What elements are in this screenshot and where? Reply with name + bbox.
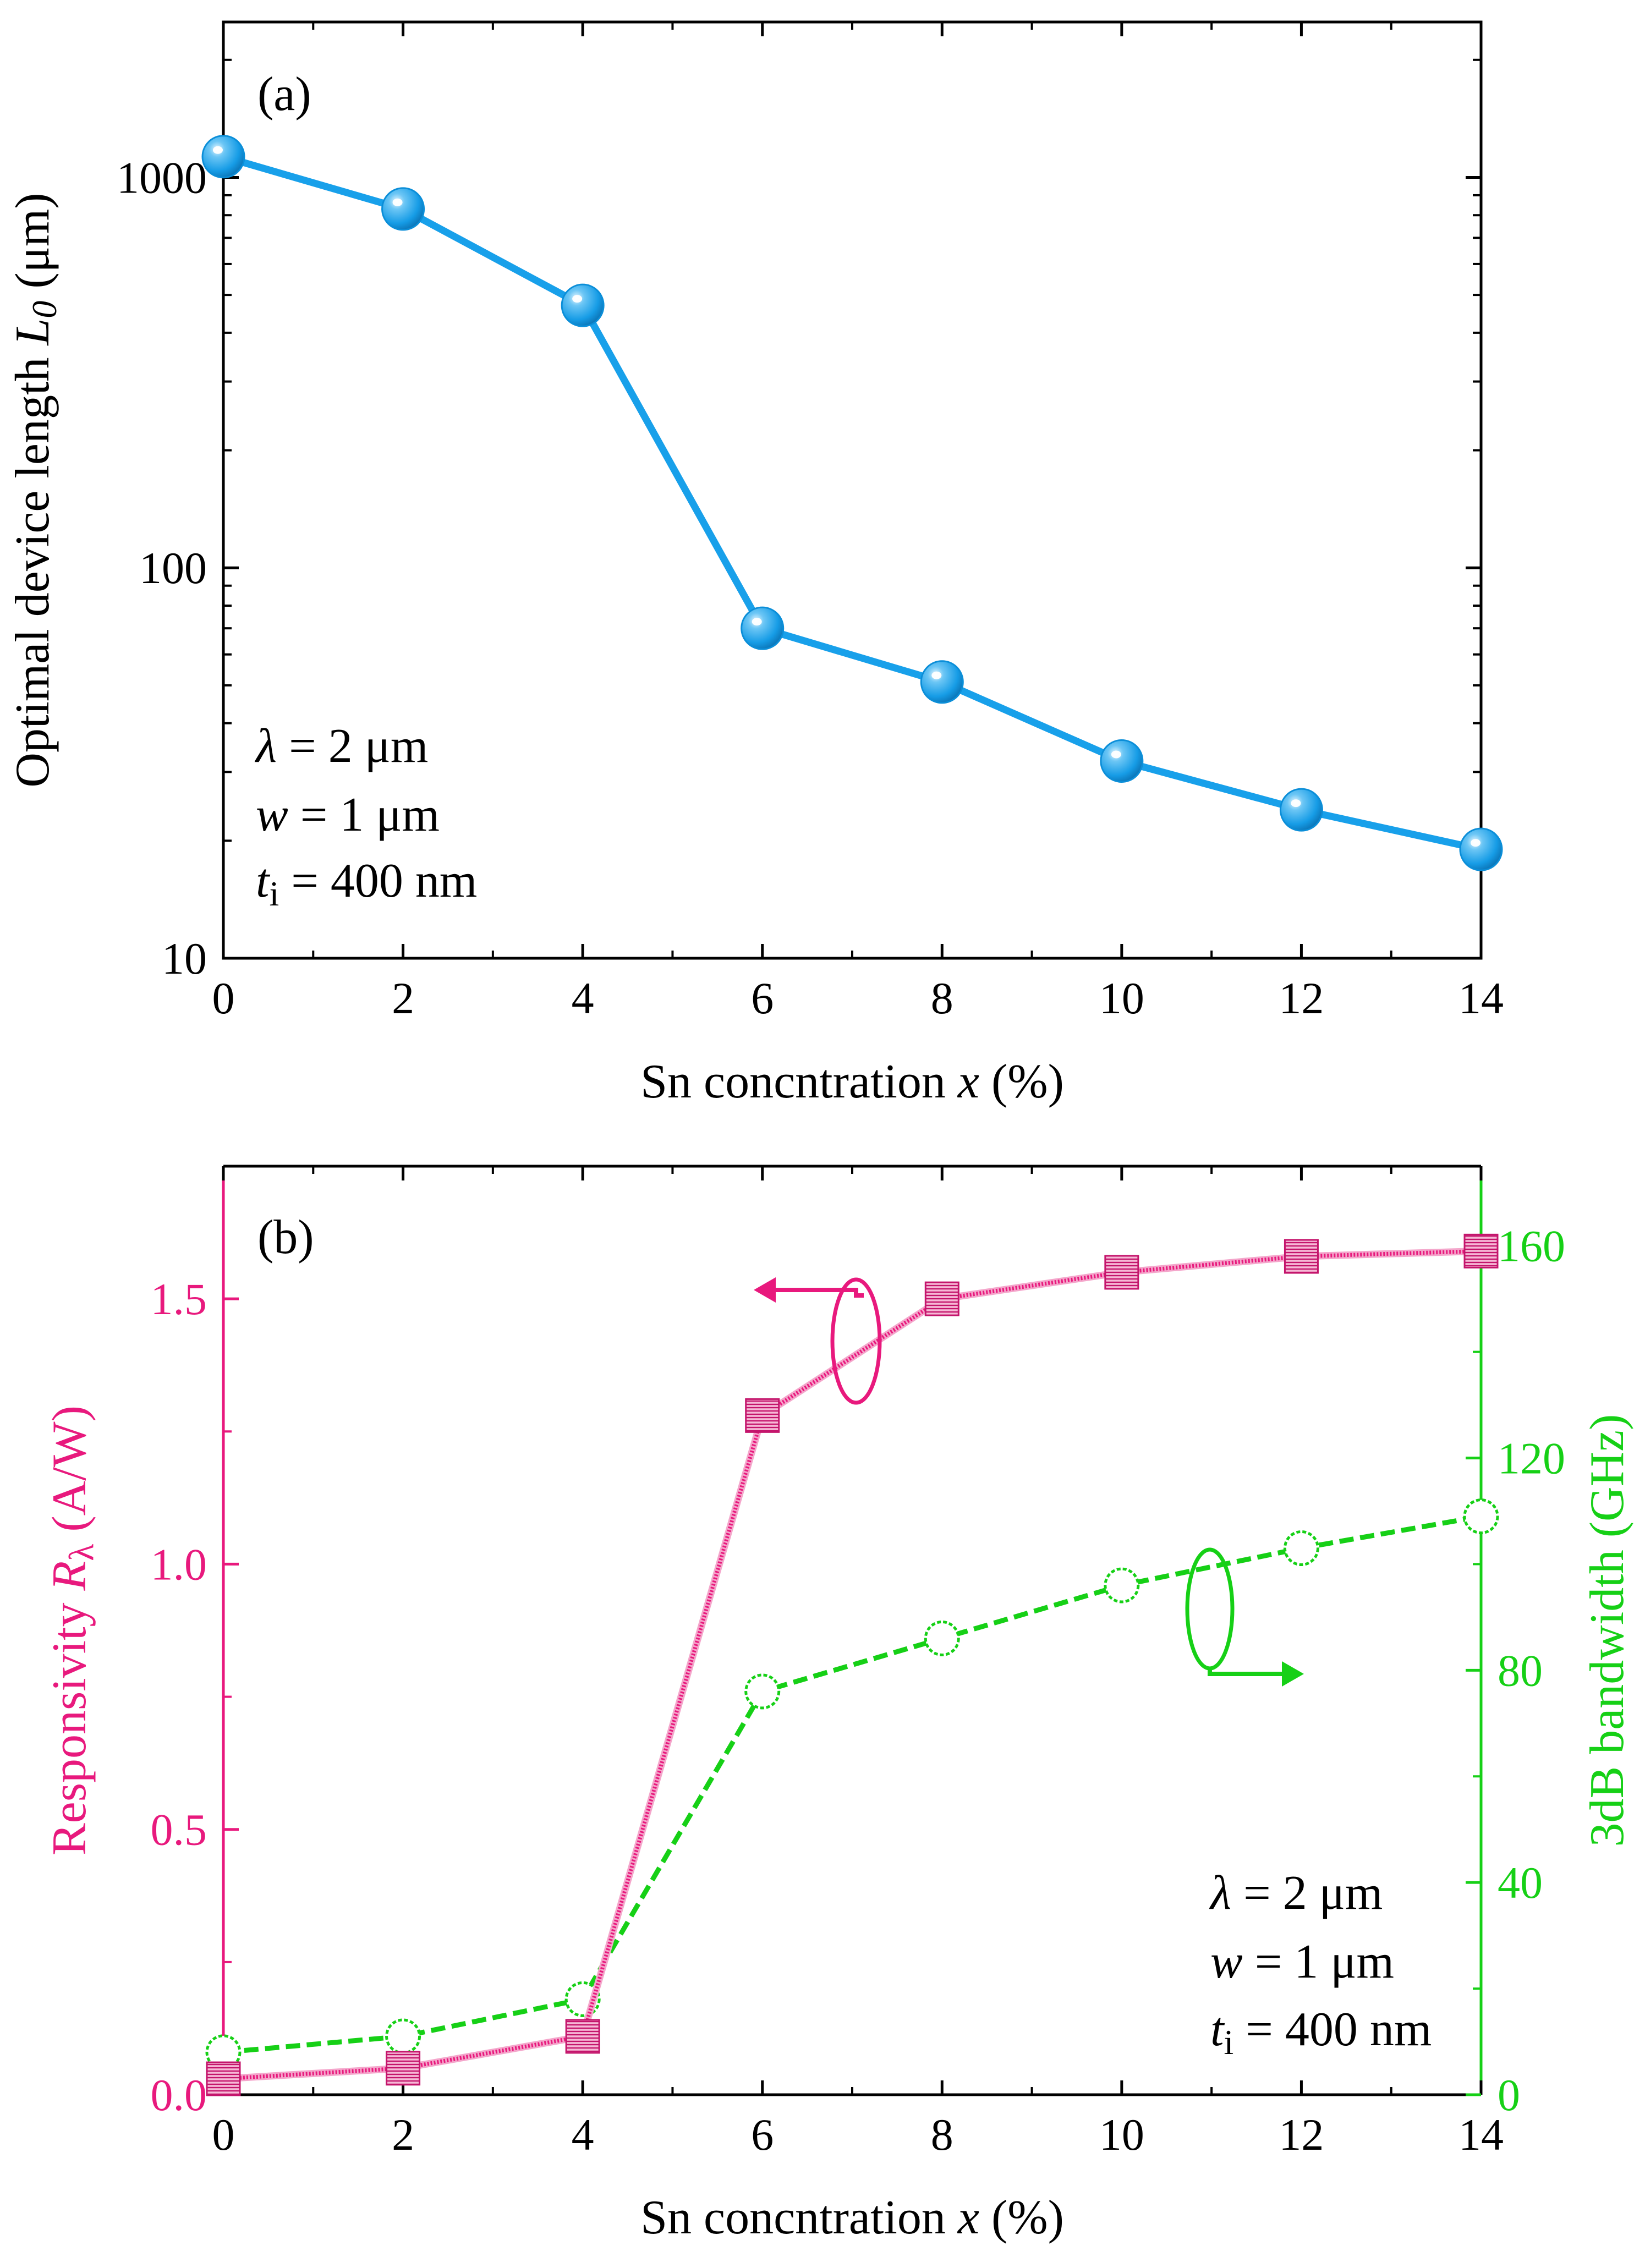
panel-a-y-axis-label: Optimal device length L0 (μm): [6, 193, 64, 787]
panel-b-left-ticks: 0.0 0.5 1.0 1.5: [151, 1274, 239, 2120]
data-point-highlight: [1471, 839, 1480, 847]
panel-b-series: [205, 1233, 1499, 2096]
x-tick-label: 6: [751, 2110, 774, 2160]
data-point-sphere: [920, 660, 964, 704]
data-point-highlight: [1291, 799, 1301, 808]
x-tick-label: 4: [572, 973, 594, 1023]
panel-a-annotation-thickness: ti = 400 nm: [256, 854, 477, 913]
data-point-responsivity: [565, 2019, 600, 2054]
left-y-tick-label: 0.0: [151, 2070, 207, 2120]
data-point-bandwidth: [385, 2018, 421, 2055]
data-point-sphere: [201, 135, 245, 179]
data-point-responsivity: [386, 2051, 421, 2086]
data-point-sphere: [1100, 739, 1144, 783]
panel-a: 0 2 4 6 8 10 12 14 10 100 1000 (a) Sn concntratio…: [6, 20, 1504, 1108]
x-tick-label: 8: [931, 973, 953, 1023]
data-point-bandwidth: [1104, 1567, 1140, 1603]
data-point-bandwidth: [924, 1620, 960, 1656]
left-y-tick-label: 1.5: [151, 1274, 207, 1324]
left-y-tick-label: 1.0: [151, 1539, 207, 1589]
series-line-bandwidth: [223, 1514, 1482, 2055]
data-point-highlight: [1111, 750, 1121, 759]
right-y-tick-label: 160: [1498, 1221, 1565, 1271]
x-tick-label: 2: [392, 973, 414, 1023]
right-y-tick-label: 40: [1498, 1858, 1543, 1908]
responsivity-arrow-line: [770, 1288, 864, 1298]
responsivity-axis-indicator: [754, 1277, 882, 1405]
panel-a-series: [201, 135, 1503, 871]
panel-a-x-ticks: 0 2 4 6 8 10 12 14: [212, 22, 1504, 1023]
panel-b-annotation-width: w = 1 μm: [1210, 1935, 1394, 1989]
panel-b: 0 2 4 6 8 10 12 14 0.0 0.5 1.0 1.5 0 40 80 120 160 (b)…: [43, 1165, 1634, 2244]
panel-b-label: (b): [257, 1211, 314, 1264]
x-tick-label: 12: [1279, 973, 1324, 1023]
x-tick-label: 0: [212, 973, 235, 1023]
x-tick-label: 2: [392, 2110, 414, 2160]
panel-b-right-axis-label: 3dB bandwidth (GHz): [1581, 1414, 1634, 1847]
right-y-tick-label: 0: [1498, 2070, 1520, 2120]
right-y-tick-label: 80: [1498, 1645, 1543, 1695]
data-point-bandwidth: [1283, 1530, 1319, 1566]
panel-a-y-ticks: 10 100 1000: [117, 58, 1481, 984]
data-point-sphere: [741, 606, 785, 650]
x-tick-label: 10: [1099, 973, 1144, 1023]
panel-a-annotation-width: w = 1 μm: [256, 788, 440, 842]
x-tick-label: 12: [1279, 2110, 1324, 2160]
bandwidth-arrow-line: [1208, 1668, 1285, 1676]
data-point-highlight: [213, 146, 223, 154]
data-point-bandwidth: [1463, 1498, 1499, 1535]
data-point-sphere: [381, 187, 425, 231]
panel-a-annotation: λ = 2 μm w = 1 μm ti = 400 nm: [254, 720, 477, 913]
y-tick-label: 10: [162, 933, 207, 984]
bandwidth-axis-indicator: [1185, 1547, 1304, 1687]
responsivity-ellipse: [830, 1277, 882, 1405]
data-point-bandwidth: [744, 1673, 781, 1710]
data-point-highlight: [392, 198, 403, 206]
y-tick-label: 100: [139, 543, 207, 593]
data-point-responsivity: [924, 1281, 959, 1316]
data-point-responsivity: [745, 1398, 780, 1433]
responsivity-arrow-head-icon: [754, 1277, 776, 1303]
data-point-highlight: [572, 295, 583, 303]
data-point-responsivity: [206, 2061, 241, 2096]
panel-b-right-ticks: 0 40 80 120 160: [1466, 1221, 1565, 2120]
x-tick-label: 0: [212, 2110, 235, 2160]
panel-b-annotation-wavelength: λ = 2 μm: [1209, 1866, 1383, 1920]
panel-a-x-axis-label: Sn concntration x (%): [640, 1055, 1064, 1108]
data-point-highlight: [931, 671, 942, 679]
panel-b-annotation-thickness: ti = 400 nm: [1210, 2003, 1432, 2062]
left-y-tick-label: 0.5: [151, 1805, 207, 1855]
x-tick-label: 8: [931, 2110, 953, 2160]
data-point-responsivity: [1104, 1255, 1139, 1290]
data-point-responsivity: [1284, 1239, 1319, 1274]
data-point-highlight: [752, 618, 762, 626]
x-tick-label: 4: [572, 2110, 594, 2160]
data-point-sphere: [1279, 788, 1323, 832]
x-tick-label: 14: [1458, 2110, 1504, 2160]
x-tick-label: 10: [1099, 2110, 1144, 2160]
series-line-responsivity: [223, 1249, 1482, 2081]
y-tick-label: 1000: [117, 152, 207, 202]
panel-b-annotation: λ = 2 μm w = 1 μm ti = 400 nm: [1209, 1866, 1432, 2062]
panel-b-left-axis-label: Responsivity Rλ (A/W): [43, 1405, 101, 1855]
bandwidth-arrow-head-icon: [1282, 1661, 1304, 1687]
data-point-responsivity: [1463, 1233, 1499, 1268]
panel-a-annotation-wavelength: λ = 2 μm: [254, 720, 428, 773]
series-line-optimal-length: [222, 153, 1482, 853]
panel-a-label: (a): [257, 68, 311, 121]
data-point-sphere: [561, 283, 605, 327]
panel-b-x-axis-label: Sn concntration x (%): [640, 2191, 1064, 2244]
x-tick-label: 6: [751, 973, 774, 1023]
x-tick-label: 14: [1458, 973, 1504, 1023]
right-y-tick-label: 120: [1498, 1434, 1565, 1484]
data-point-sphere: [1459, 827, 1503, 871]
